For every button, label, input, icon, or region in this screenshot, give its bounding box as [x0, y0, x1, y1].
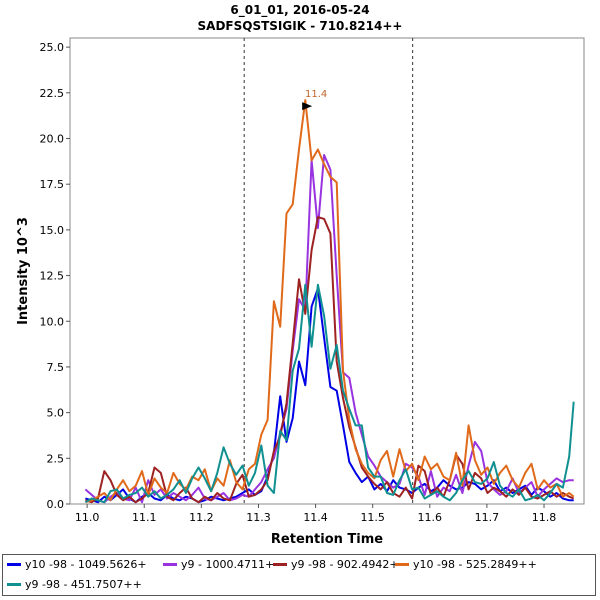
legend-item: y9 -98 - 451.7507++ — [7, 577, 142, 593]
x-tick-label: 11.6 — [418, 511, 443, 524]
legend-item: y10 -98 - 525.2849++ — [395, 557, 537, 573]
legend-label: y9 - 1000.4711+ — [181, 558, 275, 571]
x-tick-label: 11.2 — [189, 511, 214, 524]
plot-area — [69, 37, 585, 505]
x-tick-label: 11.1 — [132, 511, 157, 524]
x-tick-label: 11.5 — [360, 511, 385, 524]
legend-item: y9 -98 - 902.4942+ — [273, 557, 399, 573]
x-tick-label: 11.8 — [532, 511, 557, 524]
peak-marker-icon — [302, 102, 313, 111]
y-tick-label: 17.5 — [40, 178, 65, 191]
x-tick-label: 11.0 — [75, 511, 100, 524]
y-axis-label: Intensity 10^3 — [16, 217, 31, 325]
legend-swatch — [273, 562, 287, 566]
y-tick-label: 2.5 — [47, 452, 65, 465]
legend-swatch — [7, 582, 21, 586]
y-tick-label: 7.5 — [47, 361, 65, 374]
legend-item: y10 -98 - 1049.5626+ — [7, 557, 147, 573]
series-line-3 — [85, 216, 575, 504]
legend-item: y9 - 1000.4711+ — [163, 557, 274, 573]
legend-label: y9 -98 - 902.4942+ — [291, 558, 399, 571]
y-tick-label: 15.0 — [40, 224, 65, 237]
legend-label: y10 -98 - 525.2849++ — [413, 558, 537, 571]
series-line-2 — [84, 154, 574, 504]
chart-title: 6_01_01, 2016-05-24 — [230, 3, 369, 18]
y-tick-label: 10.0 — [40, 315, 65, 328]
peak-label: 11.4 — [305, 89, 327, 100]
y-axis: 0.0 2.5 5.0 7.5 10.0 12.5 15.0 17.5 20.0 22.5 25.0 — [40, 41, 70, 511]
series-line-5 — [84, 283, 575, 504]
x-axis: 11.0 11.1 11.2 11.3 11.4 11.5 11.6 11.7 11.8 — [75, 504, 556, 524]
peak-annotation: 11.4 — [302, 89, 327, 111]
legend-label: y9 -98 - 451.7507++ — [25, 578, 142, 591]
legend-swatch — [395, 562, 409, 566]
x-axis-label: Retention Time — [271, 532, 383, 547]
legend-swatch — [163, 562, 177, 566]
x-tick-label: 11.7 — [475, 511, 500, 524]
x-tick-label: 11.4 — [303, 511, 328, 524]
y-tick-label: 20.0 — [40, 133, 65, 146]
y-tick-label: 5.0 — [47, 407, 65, 420]
legend-label: y10 -98 - 1049.5626+ — [25, 558, 147, 571]
x-tick-label: 11.3 — [246, 511, 271, 524]
y-tick-label: 22.5 — [40, 87, 65, 100]
series-lines — [84, 99, 575, 504]
legend: y10 -98 - 1049.5626+ y9 - 1000.4711+ y9 -9… — [2, 554, 596, 596]
chart-subtitle: SADFSQSTSIGIK - 710.8214++ — [198, 19, 403, 33]
legend-swatch — [7, 562, 21, 566]
y-tick-label: 12.5 — [40, 270, 65, 283]
series-line-4 — [85, 99, 575, 504]
y-tick-label: 0.0 — [47, 498, 65, 511]
y-tick-label: 25.0 — [40, 41, 65, 54]
